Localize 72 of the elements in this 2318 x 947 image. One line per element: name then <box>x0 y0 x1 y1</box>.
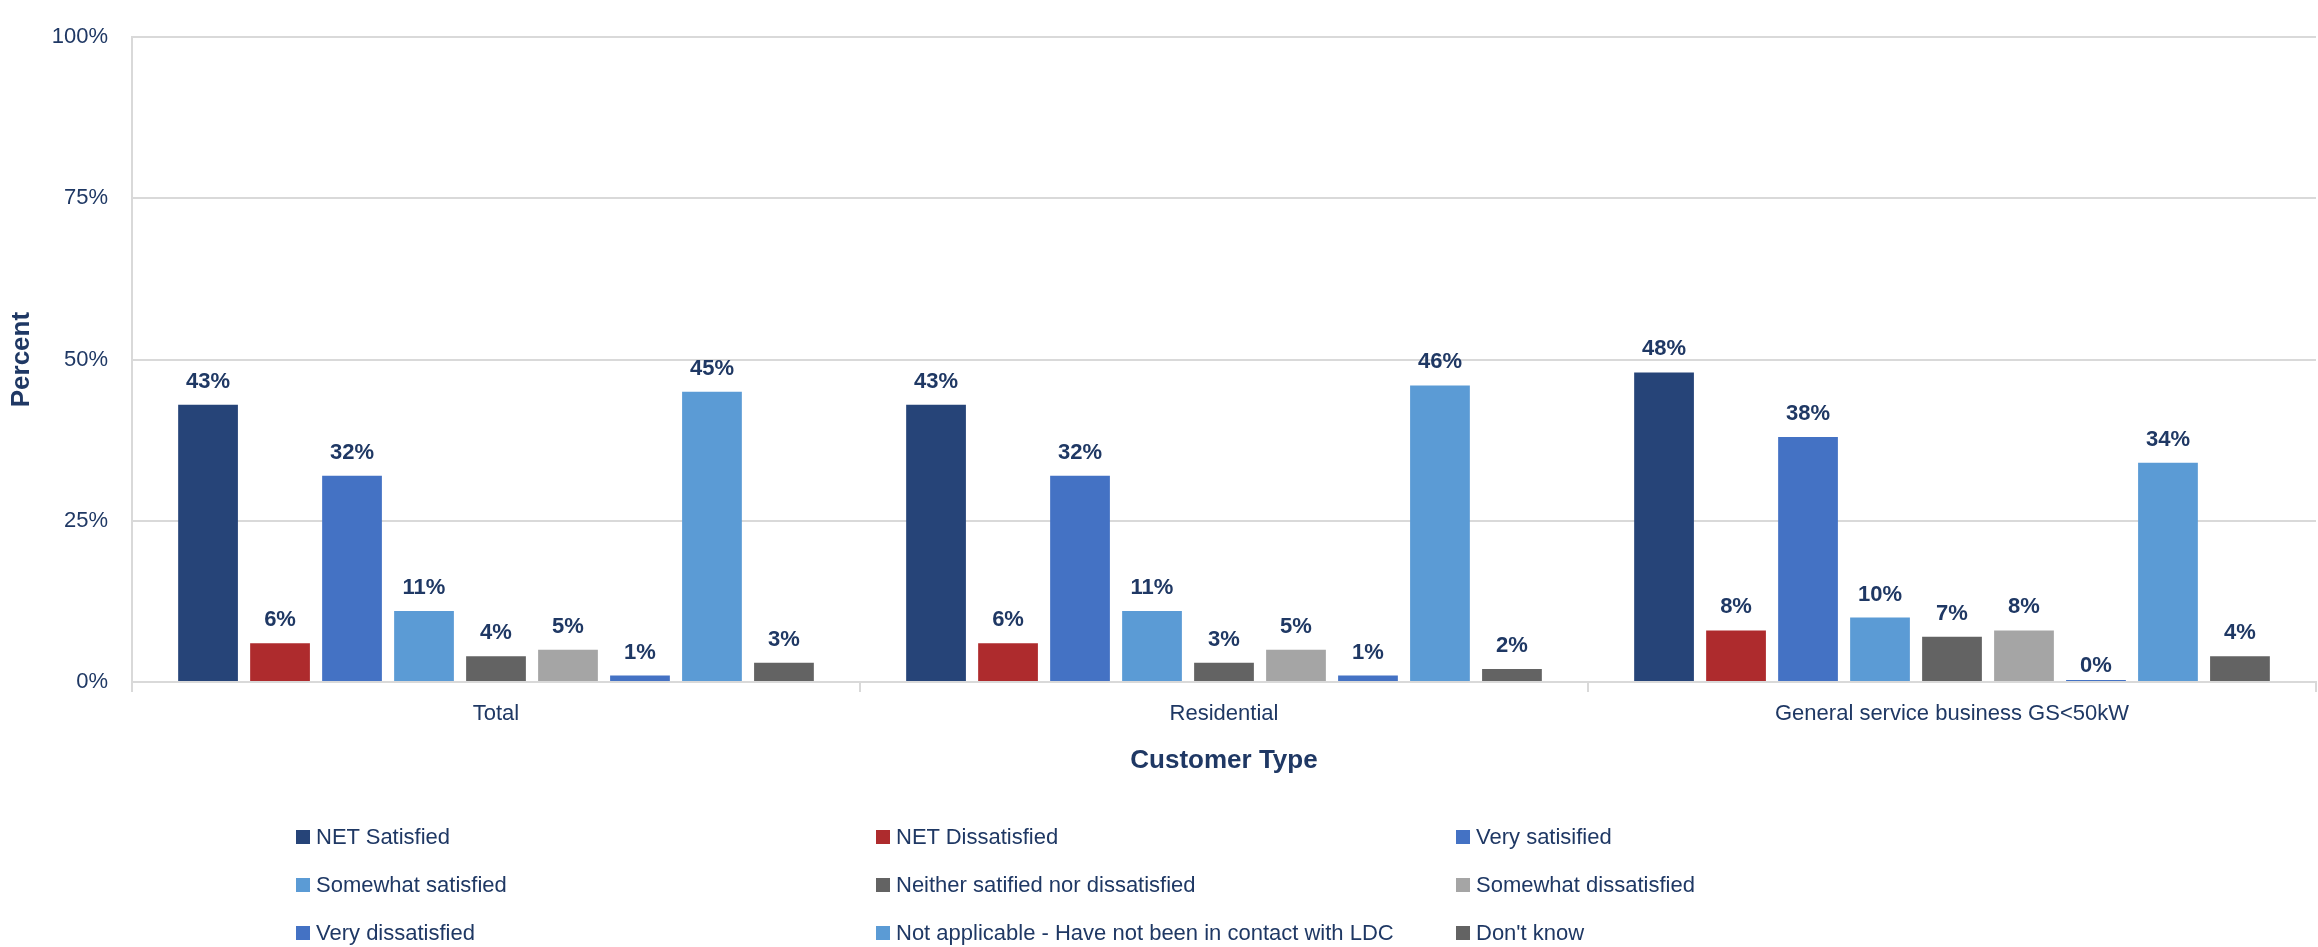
legend-label: Not applicable - Have not been in contact with LDC <box>896 920 1394 946</box>
bar <box>1922 636 1982 681</box>
data-label: 45% <box>689 354 734 380</box>
legend-label: Very satisified <box>1476 824 1612 850</box>
data-label: 10% <box>1857 580 1903 606</box>
bar <box>1706 630 1766 681</box>
data-label: 5% <box>552 612 584 638</box>
legend-label: Neither satified nor dissatisfied <box>896 872 1196 898</box>
data-label: 34% <box>2145 425 2190 451</box>
data-label: 4% <box>2224 619 2256 645</box>
y-tick-label: 75% <box>63 184 108 210</box>
data-label: 48% <box>1642 335 1687 361</box>
bar <box>394 611 454 681</box>
data-label: 11% <box>1130 574 1174 600</box>
y-tick-label: 25% <box>63 506 108 532</box>
data-label: 11% <box>402 574 446 600</box>
bar <box>906 404 966 681</box>
y-tick-label: 0% <box>76 668 108 694</box>
bar <box>1050 475 1110 681</box>
data-label: 7% <box>1936 599 1968 625</box>
bar <box>1410 385 1470 681</box>
bar <box>1266 649 1326 681</box>
legend-label: Somewhat satisfied <box>316 872 507 898</box>
x-tick-label: General service business GS<50kW <box>1775 700 2130 726</box>
bar <box>1194 662 1254 681</box>
y-tick-label: 50% <box>63 345 108 371</box>
bar <box>1482 669 1542 681</box>
x-tick-label: Total <box>472 700 520 726</box>
bar <box>1850 617 1910 681</box>
data-label: 6% <box>992 606 1024 632</box>
data-label: 6% <box>264 606 296 632</box>
bar <box>1994 630 2054 681</box>
data-label: 3% <box>768 625 800 651</box>
data-label: 32% <box>1057 438 1103 464</box>
data-label: 1% <box>624 638 656 664</box>
bar <box>2210 656 2270 681</box>
bar <box>754 662 814 681</box>
bar <box>978 643 1038 681</box>
bar <box>250 643 310 681</box>
data-label: 43% <box>914 367 959 393</box>
bar <box>466 656 526 681</box>
legend-label: Somewhat dissatisfied <box>1476 872 1695 898</box>
bar <box>1122 611 1182 681</box>
bar <box>538 649 598 681</box>
data-label: 5% <box>1280 612 1312 638</box>
legend-label: Don't know <box>1476 920 1585 946</box>
data-label: 8% <box>2008 593 2040 619</box>
data-label: 46% <box>1417 348 1462 374</box>
bar <box>2138 462 2198 681</box>
legend-label: NET Dissatisfied <box>896 824 1059 850</box>
legend-label: NET Satisfied <box>316 824 451 850</box>
bar <box>178 404 238 681</box>
y-tick-label: 100% <box>51 23 108 49</box>
y-axis-title: Percent <box>4 311 35 408</box>
bar <box>610 675 670 681</box>
data-label: 1% <box>1352 638 1384 664</box>
bar <box>682 391 742 681</box>
bar <box>1778 436 1838 681</box>
data-label: 0% <box>2080 652 2112 677</box>
data-label: 38% <box>1785 399 1831 425</box>
data-label: 8% <box>1720 593 1752 619</box>
data-label: 4% <box>480 619 512 645</box>
bar <box>322 475 382 681</box>
x-axis-title: Customer Type <box>1130 743 1318 774</box>
bar <box>1634 372 1694 681</box>
data-label: 3% <box>1208 625 1240 651</box>
legend-label: Very dissatisfied <box>316 920 475 946</box>
x-tick-label: Residential <box>1169 700 1279 726</box>
data-label: 43% <box>186 367 231 393</box>
data-label: 32% <box>329 438 375 464</box>
bar <box>1338 675 1398 681</box>
data-label: 2% <box>1496 632 1528 658</box>
